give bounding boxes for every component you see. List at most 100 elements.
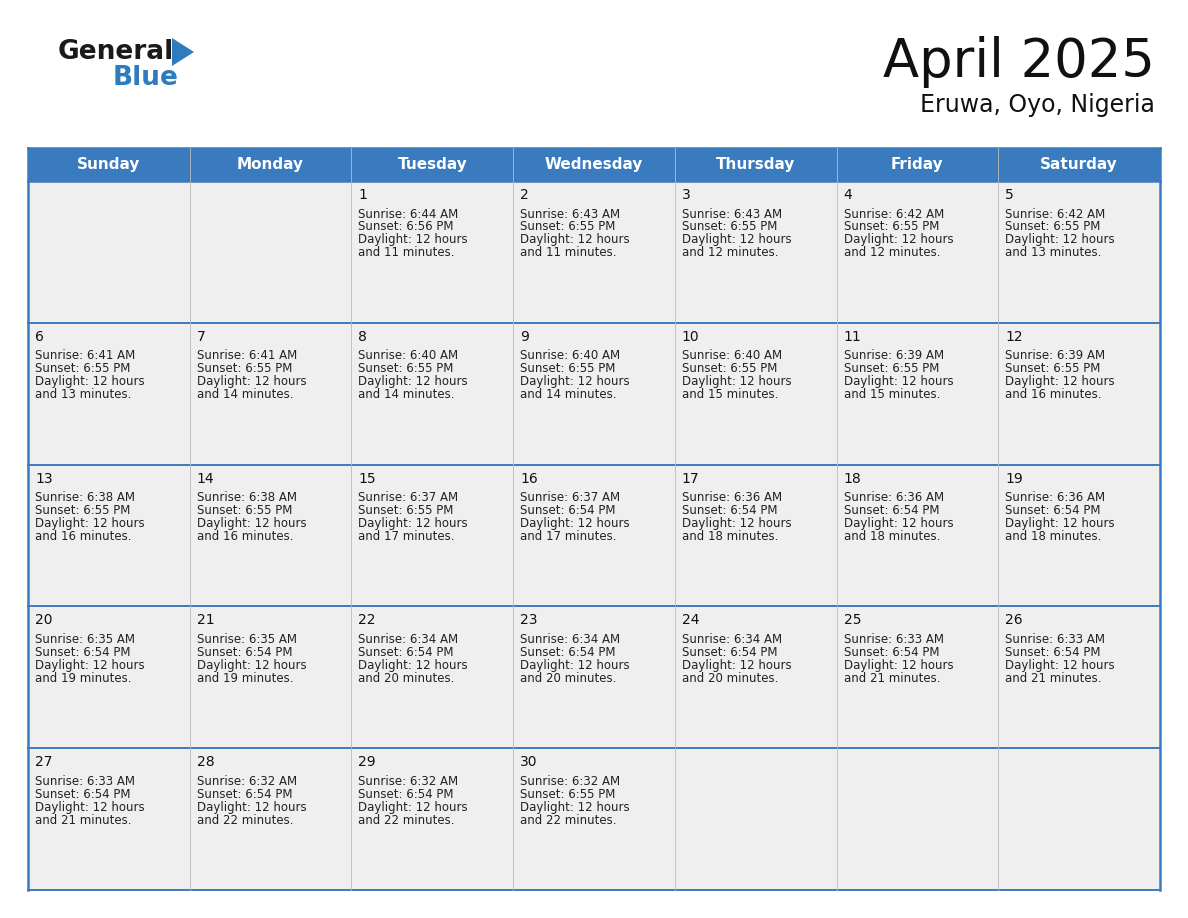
Text: 24: 24 — [682, 613, 700, 627]
Text: and 19 minutes.: and 19 minutes. — [34, 672, 132, 685]
Text: Sunset: 6:54 PM: Sunset: 6:54 PM — [520, 504, 615, 517]
Text: and 21 minutes.: and 21 minutes. — [34, 813, 132, 827]
Text: 22: 22 — [359, 613, 375, 627]
Text: and 13 minutes.: and 13 minutes. — [34, 388, 132, 401]
Text: Sunset: 6:54 PM: Sunset: 6:54 PM — [1005, 646, 1101, 659]
Text: Daylight: 12 hours: Daylight: 12 hours — [34, 375, 145, 388]
Text: 18: 18 — [843, 472, 861, 486]
Text: Sunset: 6:54 PM: Sunset: 6:54 PM — [197, 646, 292, 659]
Text: and 12 minutes.: and 12 minutes. — [843, 247, 940, 260]
Bar — [29, 748, 1159, 890]
Text: Sunrise: 6:37 AM: Sunrise: 6:37 AM — [520, 491, 620, 504]
Text: Sunset: 6:54 PM: Sunset: 6:54 PM — [34, 646, 131, 659]
Text: Daylight: 12 hours: Daylight: 12 hours — [843, 375, 953, 388]
Text: and 22 minutes.: and 22 minutes. — [520, 813, 617, 827]
Text: and 17 minutes.: and 17 minutes. — [359, 530, 455, 543]
Text: Daylight: 12 hours: Daylight: 12 hours — [520, 375, 630, 388]
Polygon shape — [172, 38, 194, 66]
Text: and 16 minutes.: and 16 minutes. — [1005, 388, 1101, 401]
Text: and 20 minutes.: and 20 minutes. — [359, 672, 455, 685]
Text: and 20 minutes.: and 20 minutes. — [682, 672, 778, 685]
Text: Sunset: 6:54 PM: Sunset: 6:54 PM — [520, 646, 615, 659]
Text: April 2025: April 2025 — [883, 36, 1155, 88]
Text: Sunrise: 6:34 AM: Sunrise: 6:34 AM — [682, 633, 782, 646]
Text: and 14 minutes.: and 14 minutes. — [359, 388, 455, 401]
Text: Sunset: 6:54 PM: Sunset: 6:54 PM — [359, 646, 454, 659]
Text: 26: 26 — [1005, 613, 1023, 627]
Text: Daylight: 12 hours: Daylight: 12 hours — [682, 375, 791, 388]
Text: and 17 minutes.: and 17 minutes. — [520, 530, 617, 543]
Text: 17: 17 — [682, 472, 700, 486]
Text: Daylight: 12 hours: Daylight: 12 hours — [1005, 517, 1114, 530]
Text: Sunrise: 6:39 AM: Sunrise: 6:39 AM — [1005, 350, 1105, 363]
Text: Saturday: Saturday — [1041, 157, 1118, 172]
Text: Tuesday: Tuesday — [398, 157, 467, 172]
Text: Sunrise: 6:32 AM: Sunrise: 6:32 AM — [197, 775, 297, 788]
Text: Sunset: 6:54 PM: Sunset: 6:54 PM — [843, 646, 939, 659]
Text: 28: 28 — [197, 756, 214, 769]
Text: Sunrise: 6:33 AM: Sunrise: 6:33 AM — [1005, 633, 1105, 646]
Text: 14: 14 — [197, 472, 214, 486]
Text: and 18 minutes.: and 18 minutes. — [1005, 530, 1101, 543]
Text: Daylight: 12 hours: Daylight: 12 hours — [359, 659, 468, 672]
Text: Daylight: 12 hours: Daylight: 12 hours — [359, 233, 468, 247]
Text: Daylight: 12 hours: Daylight: 12 hours — [197, 375, 307, 388]
Text: Daylight: 12 hours: Daylight: 12 hours — [197, 517, 307, 530]
Text: Daylight: 12 hours: Daylight: 12 hours — [520, 659, 630, 672]
Text: Wednesday: Wednesday — [545, 157, 643, 172]
Bar — [29, 465, 1159, 607]
Text: Daylight: 12 hours: Daylight: 12 hours — [520, 517, 630, 530]
Text: Daylight: 12 hours: Daylight: 12 hours — [520, 233, 630, 247]
Text: Blue: Blue — [113, 65, 179, 91]
Text: Sunset: 6:55 PM: Sunset: 6:55 PM — [1005, 220, 1100, 233]
Text: Daylight: 12 hours: Daylight: 12 hours — [682, 517, 791, 530]
Text: 10: 10 — [682, 330, 700, 344]
Text: Sunset: 6:54 PM: Sunset: 6:54 PM — [1005, 504, 1101, 517]
Text: Sunrise: 6:44 AM: Sunrise: 6:44 AM — [359, 207, 459, 220]
Text: Daylight: 12 hours: Daylight: 12 hours — [197, 659, 307, 672]
Text: and 16 minutes.: and 16 minutes. — [197, 530, 293, 543]
Text: 21: 21 — [197, 613, 214, 627]
Text: Sunrise: 6:32 AM: Sunrise: 6:32 AM — [359, 775, 459, 788]
Text: and 15 minutes.: and 15 minutes. — [682, 388, 778, 401]
Text: Sunset: 6:55 PM: Sunset: 6:55 PM — [682, 363, 777, 375]
Text: and 14 minutes.: and 14 minutes. — [197, 388, 293, 401]
Text: Daylight: 12 hours: Daylight: 12 hours — [197, 800, 307, 813]
Text: Sunset: 6:55 PM: Sunset: 6:55 PM — [197, 363, 292, 375]
Text: Sunset: 6:55 PM: Sunset: 6:55 PM — [520, 363, 615, 375]
Text: Sunrise: 6:41 AM: Sunrise: 6:41 AM — [34, 350, 135, 363]
Text: Sunset: 6:54 PM: Sunset: 6:54 PM — [197, 788, 292, 800]
Text: Daylight: 12 hours: Daylight: 12 hours — [34, 517, 145, 530]
Text: Daylight: 12 hours: Daylight: 12 hours — [1005, 659, 1114, 672]
Text: and 11 minutes.: and 11 minutes. — [520, 247, 617, 260]
Text: Daylight: 12 hours: Daylight: 12 hours — [843, 233, 953, 247]
Text: Sunset: 6:55 PM: Sunset: 6:55 PM — [682, 220, 777, 233]
Text: Sunday: Sunday — [77, 157, 140, 172]
Text: Sunrise: 6:35 AM: Sunrise: 6:35 AM — [197, 633, 297, 646]
Text: 20: 20 — [34, 613, 52, 627]
Text: Daylight: 12 hours: Daylight: 12 hours — [34, 659, 145, 672]
Text: Sunset: 6:55 PM: Sunset: 6:55 PM — [520, 788, 615, 800]
Text: and 18 minutes.: and 18 minutes. — [682, 530, 778, 543]
Text: Sunrise: 6:43 AM: Sunrise: 6:43 AM — [520, 207, 620, 220]
Text: Sunrise: 6:32 AM: Sunrise: 6:32 AM — [520, 775, 620, 788]
Bar — [29, 148, 1159, 181]
Bar — [29, 607, 1159, 748]
Text: 9: 9 — [520, 330, 529, 344]
Text: and 13 minutes.: and 13 minutes. — [1005, 247, 1101, 260]
Text: Sunset: 6:55 PM: Sunset: 6:55 PM — [34, 363, 131, 375]
Text: and 21 minutes.: and 21 minutes. — [1005, 672, 1101, 685]
Text: Sunset: 6:56 PM: Sunset: 6:56 PM — [359, 220, 454, 233]
Text: 8: 8 — [359, 330, 367, 344]
Text: 11: 11 — [843, 330, 861, 344]
Text: Daylight: 12 hours: Daylight: 12 hours — [520, 800, 630, 813]
Text: Daylight: 12 hours: Daylight: 12 hours — [843, 517, 953, 530]
Text: Sunset: 6:54 PM: Sunset: 6:54 PM — [682, 646, 777, 659]
Text: 1: 1 — [359, 188, 367, 202]
Text: and 12 minutes.: and 12 minutes. — [682, 247, 778, 260]
Text: and 20 minutes.: and 20 minutes. — [520, 672, 617, 685]
Text: Sunrise: 6:41 AM: Sunrise: 6:41 AM — [197, 350, 297, 363]
Text: Sunrise: 6:43 AM: Sunrise: 6:43 AM — [682, 207, 782, 220]
Text: Sunrise: 6:34 AM: Sunrise: 6:34 AM — [359, 633, 459, 646]
Text: Sunrise: 6:39 AM: Sunrise: 6:39 AM — [843, 350, 943, 363]
